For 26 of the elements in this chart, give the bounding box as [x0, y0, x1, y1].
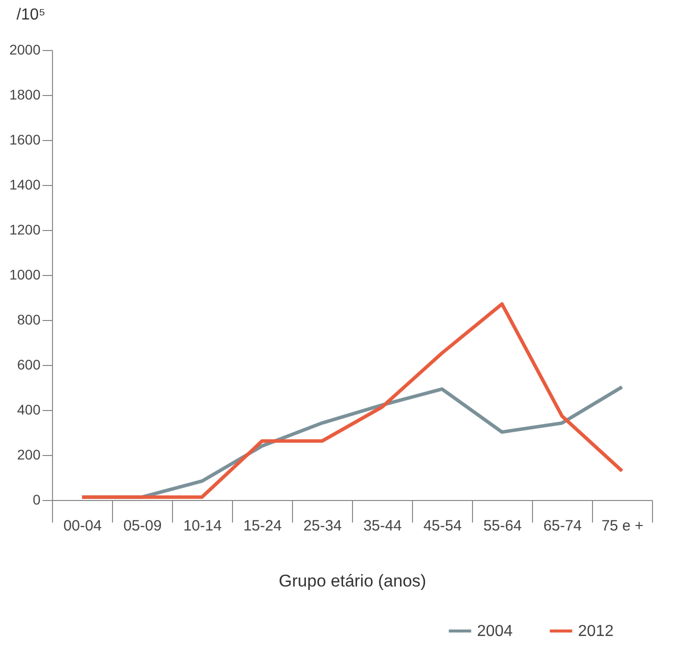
y-tick-label: 400 [17, 402, 41, 418]
y-tick-label: 800 [17, 312, 41, 328]
line-series [80, 302, 624, 499]
y-tick-label: 0 [32, 492, 41, 508]
x-tick-label: 15-24 [243, 518, 282, 534]
x-tick-label: 05-09 [123, 518, 162, 534]
x-axis-title: Grupo etário (anos) [278, 572, 426, 590]
x-tick-label: 00-04 [63, 518, 102, 534]
x-tick-label: 65-74 [543, 518, 582, 534]
y-axis-title: /10⁵ [16, 6, 46, 24]
y-tick-label: 200 [17, 446, 41, 462]
legend-label: 2012 [578, 623, 614, 640]
y-tick-label: 1200 [9, 222, 41, 238]
y-tick-label: 1800 [9, 86, 41, 102]
x-tick-label: 35-44 [363, 518, 402, 534]
legend-label: 2004 [477, 623, 513, 640]
y-tick-label: 600 [17, 356, 41, 372]
x-tick-label: 25-34 [303, 518, 342, 534]
x-tick-label: 55-64 [483, 518, 522, 534]
x-tick-label: 45-54 [423, 518, 462, 534]
y-tick-label: 1000 [9, 266, 41, 282]
x-tick-label: 75 e + [601, 518, 644, 534]
x-tick-label: 10-14 [183, 518, 222, 534]
y-tick-label: 1400 [9, 176, 41, 192]
y-tick-label: 2000 [9, 42, 41, 58]
y-tick-label: 1600 [9, 132, 41, 148]
